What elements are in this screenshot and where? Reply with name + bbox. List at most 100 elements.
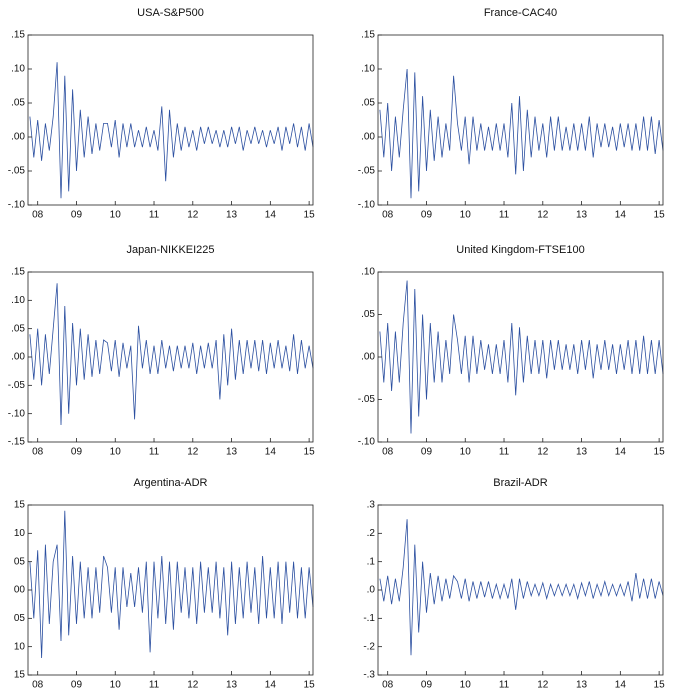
y-tick-label: 10 — [14, 528, 26, 539]
x-tick-label: 15 — [654, 447, 666, 458]
x-tick-label: 13 — [576, 680, 588, 691]
y-tick-label: -.15 — [8, 437, 26, 448]
chart-title: France-CAC40 — [484, 7, 557, 19]
y-tick-label: -.1 — [363, 613, 375, 624]
x-tick-label: 13 — [226, 447, 238, 458]
x-tick-label: 08 — [32, 447, 44, 458]
y-tick-label: -.05 — [358, 394, 376, 405]
y-tick-label: -.3 — [363, 670, 375, 681]
y-tick-label: .2 — [367, 528, 376, 539]
x-tick-label: 12 — [187, 680, 199, 691]
y-tick-label: .1 — [367, 556, 376, 567]
x-tick-label: 08 — [382, 210, 394, 221]
y-tick-label: .0 — [367, 585, 376, 596]
y-tick-label: -.2 — [363, 641, 375, 652]
x-tick-label: 14 — [615, 447, 627, 458]
x-tick-label: 13 — [576, 447, 588, 458]
y-tick-label: .05 — [11, 323, 25, 334]
y-tick-label: .15 — [11, 30, 25, 41]
x-tick-label: 09 — [421, 210, 433, 221]
chart-title: United Kingdom-FTSE100 — [456, 244, 584, 256]
y-tick-label: -.10 — [8, 200, 26, 211]
x-tick-label: 12 — [537, 447, 549, 458]
x-tick-label: 13 — [576, 210, 588, 221]
y-tick-label: -.10 — [358, 200, 376, 211]
x-tick-label: 09 — [421, 447, 433, 458]
y-tick-label: .00 — [11, 352, 25, 363]
y-tick-label: 00 — [14, 585, 26, 596]
y-tick-label: .10 — [11, 295, 25, 306]
x-tick-label: 09 — [71, 680, 83, 691]
x-tick-label: 09 — [71, 210, 83, 221]
x-tick-label: 15 — [304, 210, 316, 221]
x-tick-label: 11 — [149, 210, 160, 221]
series-line — [379, 280, 664, 434]
x-tick-label: 09 — [421, 680, 433, 691]
x-tick-label: 15 — [304, 447, 316, 458]
x-tick-label: 08 — [382, 680, 394, 691]
x-tick-label: 14 — [615, 210, 627, 221]
x-tick-label: 10 — [460, 447, 472, 458]
y-tick-label: -.05 — [8, 380, 26, 391]
series-line — [29, 510, 314, 659]
y-tick-label: .10 — [361, 267, 375, 278]
x-tick-label: 09 — [71, 447, 83, 458]
y-tick-label: -.10 — [358, 437, 376, 448]
x-tick-label: 12 — [187, 447, 199, 458]
series-line — [379, 68, 664, 199]
x-tick-label: 10 — [460, 680, 472, 691]
series-line — [379, 519, 664, 656]
y-tick-label: 05 — [14, 556, 26, 567]
x-tick-label: 10 — [460, 210, 472, 221]
x-tick-label: 08 — [382, 447, 394, 458]
y-tick-label: 05 — [14, 613, 26, 624]
x-tick-label: 08 — [32, 210, 44, 221]
x-tick-label: 14 — [265, 210, 277, 221]
x-tick-label: 11 — [499, 210, 510, 221]
y-tick-label: .3 — [367, 500, 376, 511]
x-tick-label: 14 — [615, 680, 627, 691]
chart-title: Brazil-ADR — [493, 477, 547, 489]
x-tick-label: 13 — [226, 680, 238, 691]
y-tick-label: -.10 — [8, 408, 26, 419]
x-tick-label: 11 — [149, 680, 160, 691]
x-tick-label: 11 — [499, 447, 510, 458]
chart-title: Argentina-ADR — [134, 477, 208, 489]
x-tick-label: 13 — [226, 210, 238, 221]
y-tick-label: 15 — [14, 500, 26, 511]
x-tick-label: 10 — [110, 680, 122, 691]
y-tick-label: .00 — [11, 132, 25, 143]
series-line — [29, 283, 314, 426]
x-tick-label: 12 — [537, 210, 549, 221]
x-tick-label: 11 — [499, 680, 510, 691]
chart-title: USA-S&P500 — [137, 7, 204, 19]
x-tick-label: 10 — [110, 210, 122, 221]
y-tick-label: .00 — [361, 352, 375, 363]
x-tick-label: 08 — [32, 680, 44, 691]
x-tick-label: 12 — [537, 680, 549, 691]
plot-frame — [377, 34, 664, 206]
x-tick-label: 14 — [265, 447, 277, 458]
x-tick-label: 15 — [654, 680, 666, 691]
y-tick-label: .05 — [11, 98, 25, 109]
x-tick-label: 11 — [149, 447, 160, 458]
x-tick-label: 10 — [110, 447, 122, 458]
y-tick-label: .00 — [361, 132, 375, 143]
y-tick-label: .05 — [361, 309, 375, 320]
chart-title: Japan-NIKKEI225 — [126, 244, 214, 256]
y-tick-label: 10 — [14, 641, 26, 652]
y-tick-label: -.05 — [8, 166, 26, 177]
y-tick-label: 15 — [14, 670, 26, 681]
y-tick-label: .15 — [361, 30, 375, 41]
x-tick-label: 15 — [654, 210, 666, 221]
y-tick-label: -.05 — [358, 166, 376, 177]
x-tick-label: 12 — [187, 210, 199, 221]
plot-frame — [27, 34, 314, 206]
y-tick-label: .10 — [11, 64, 25, 75]
series-line — [29, 62, 314, 199]
y-tick-label: .10 — [361, 64, 375, 75]
y-tick-label: .15 — [11, 267, 25, 278]
y-tick-label: .05 — [361, 98, 375, 109]
